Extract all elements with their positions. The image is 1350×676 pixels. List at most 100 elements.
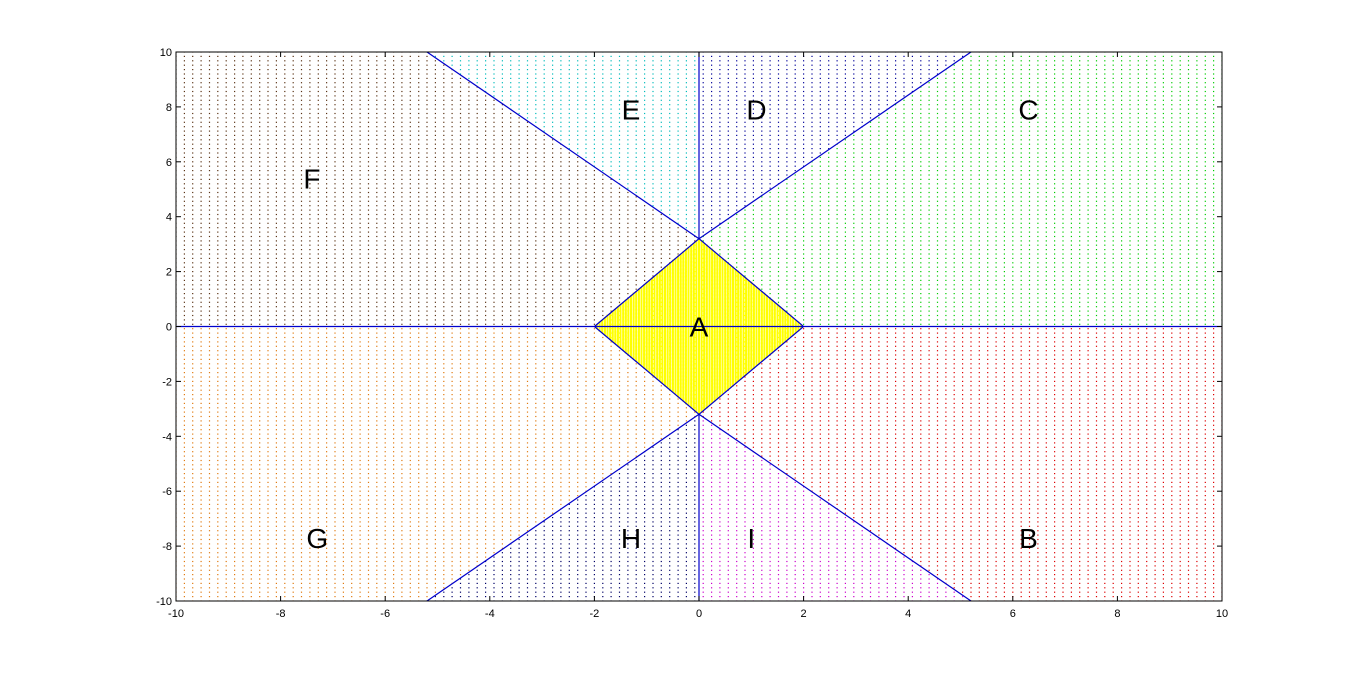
data-point-g <box>376 394 378 396</box>
data-point-f <box>351 148 353 150</box>
data-point-f <box>367 161 370 163</box>
data-point-f <box>476 319 478 321</box>
data-point-g <box>250 512 252 514</box>
data-point-g <box>217 332 219 334</box>
data-point-f <box>300 293 303 295</box>
data-point-f <box>485 183 487 185</box>
data-point-f <box>434 257 436 259</box>
data-point-g <box>443 517 445 519</box>
data-point-f <box>234 191 236 194</box>
data-point-f <box>367 271 370 273</box>
data-point-f <box>242 90 244 93</box>
data-point-g <box>259 442 261 444</box>
data-point-f <box>275 271 277 273</box>
data-point-g <box>208 560 211 563</box>
data-point-f <box>359 112 361 115</box>
data-point-g <box>208 499 211 501</box>
data-point-f <box>208 165 211 167</box>
data-point-g <box>183 385 185 387</box>
data-point-f <box>217 95 219 97</box>
data-point-f <box>434 73 436 75</box>
data-point-f <box>225 77 227 79</box>
data-point-f <box>242 213 244 216</box>
data-point-g <box>342 547 344 549</box>
data-point-g <box>501 367 503 369</box>
data-point-f <box>234 95 236 97</box>
data-point-f <box>242 64 244 66</box>
data-point-h <box>468 574 470 576</box>
data-point-f <box>183 196 185 198</box>
data-point-f <box>284 108 286 110</box>
data-point-f <box>217 213 219 216</box>
data-point-g <box>451 389 453 391</box>
data-point-g <box>183 508 185 510</box>
data-point-f <box>200 90 202 93</box>
data-point-g <box>351 332 353 334</box>
data-point-f <box>342 275 344 277</box>
data-point-f <box>309 134 311 136</box>
data-point-f <box>292 293 294 295</box>
data-point-g <box>443 560 445 563</box>
data-point-g <box>217 547 219 549</box>
data-point-f <box>468 117 470 119</box>
data-point-f <box>200 69 202 71</box>
data-point-g <box>309 420 311 422</box>
data-point-g <box>376 354 378 356</box>
data-point-f <box>493 205 495 207</box>
data-point-f <box>334 205 336 207</box>
data-point-f <box>434 121 436 123</box>
data-point-g <box>208 350 211 352</box>
data-point-g <box>393 415 395 418</box>
data-point-g <box>401 398 403 400</box>
data-point-f <box>267 271 269 273</box>
data-point-g <box>292 407 294 409</box>
data-point-f <box>476 271 478 273</box>
data-point-g <box>426 587 428 589</box>
data-point-f <box>359 60 361 62</box>
data-point-g <box>267 358 269 360</box>
data-point-g <box>376 473 378 475</box>
data-point-g <box>409 512 411 514</box>
data-point-f <box>493 134 495 136</box>
data-point-f <box>208 130 211 132</box>
data-point-g <box>359 578 361 580</box>
data-point-f <box>192 310 194 312</box>
data-point-f <box>451 314 453 317</box>
data-point-f <box>384 249 386 251</box>
data-point-g <box>334 398 336 400</box>
data-point-f <box>284 266 286 268</box>
data-point-f <box>334 196 336 198</box>
data-point-g <box>384 345 386 347</box>
data-point-f <box>267 301 269 303</box>
data-point-g <box>468 345 470 347</box>
data-point-g <box>485 473 487 475</box>
data-point-f <box>401 126 403 128</box>
data-point-f <box>493 99 495 101</box>
data-point-f <box>217 271 219 273</box>
data-point-f <box>300 240 303 242</box>
data-point-f <box>259 126 261 128</box>
data-point-g <box>459 508 462 510</box>
data-point-g <box>459 481 462 483</box>
data-point-f <box>192 279 194 281</box>
data-point-f <box>292 196 294 198</box>
data-point-g <box>376 591 378 593</box>
data-point-g <box>234 587 236 589</box>
data-point-f <box>275 121 277 123</box>
data-point-g <box>192 424 194 426</box>
data-point-f <box>476 165 478 167</box>
data-point-g <box>300 451 303 453</box>
data-point-g <box>418 543 420 545</box>
data-point-g <box>200 587 202 589</box>
data-point-g <box>501 517 503 519</box>
data-point-g <box>376 372 378 374</box>
data-point-f <box>267 209 269 211</box>
data-point-f <box>418 69 420 71</box>
data-point-h <box>451 591 453 593</box>
data-point-g <box>309 358 311 360</box>
data-point-g <box>284 495 286 497</box>
data-point-g <box>183 582 185 584</box>
data-point-f <box>459 170 462 172</box>
data-point-f <box>300 279 303 281</box>
data-point-g <box>359 455 361 457</box>
